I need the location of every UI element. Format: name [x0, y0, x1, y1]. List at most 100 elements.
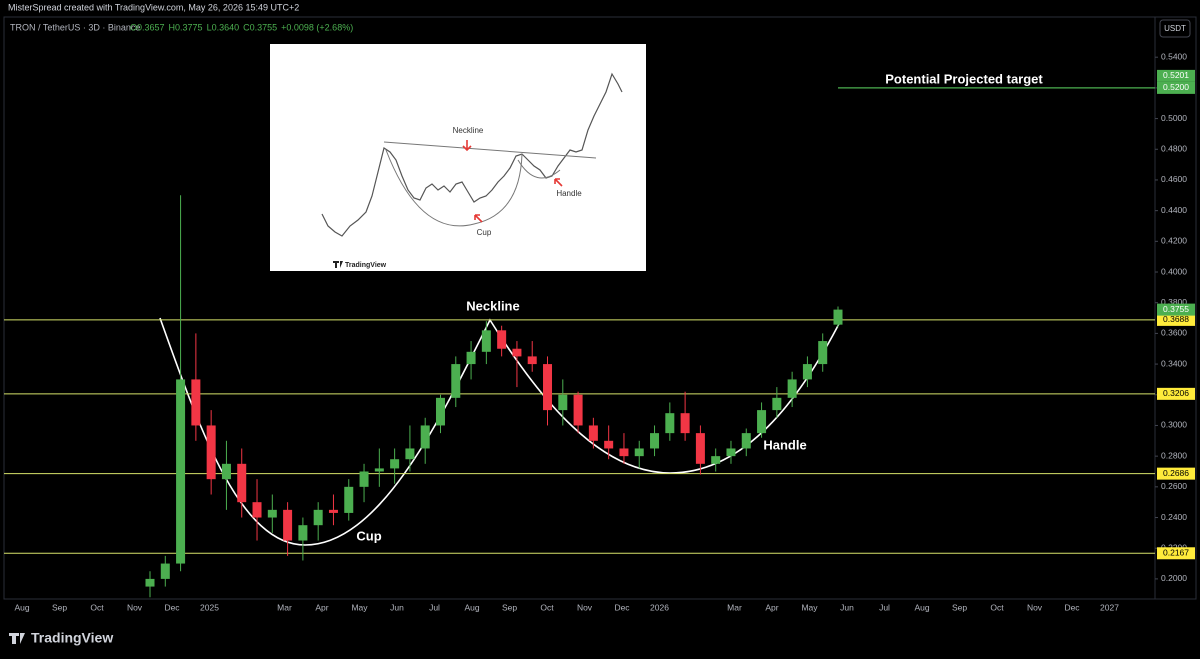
price-label: 0.5201: [1163, 70, 1189, 80]
candle-body: [374, 468, 384, 472]
y-tick-label: 0.5400: [1161, 51, 1187, 61]
y-tick-label: 0.2800: [1161, 450, 1187, 460]
price-label-box: [1157, 547, 1195, 560]
y-tick-label: 0.2600: [1161, 481, 1187, 491]
x-tick-label: Mar: [727, 602, 742, 612]
x-tick-label: Jul: [429, 602, 440, 612]
inset-handle: [517, 159, 561, 179]
price-label: 0.3755: [1163, 304, 1189, 314]
annotation: Handle: [763, 437, 806, 452]
inset-price: [321, 72, 623, 237]
candle-body: [328, 509, 338, 513]
currency-button[interactable]: [1159, 19, 1191, 38]
x-tick-label: Mar: [277, 602, 292, 612]
y-tick-label: 0.5000: [1161, 113, 1187, 123]
candle-body: [451, 364, 461, 398]
inset-label: Handle: [556, 189, 582, 198]
candle-body: [497, 330, 507, 349]
inset-logo-icon: [333, 261, 343, 268]
y-tick-label: 0.2400: [1161, 512, 1187, 522]
annotation: Potential Projected target: [885, 71, 1043, 86]
candle-body: [833, 309, 843, 325]
y-tick-label: 0.3400: [1161, 358, 1187, 368]
inset-logo: TradingView: [345, 262, 387, 269]
candle-body: [313, 509, 323, 526]
credit: MisterSpread created with TradingView.co…: [8, 2, 299, 12]
price-label-box: [1157, 81, 1195, 94]
candle-body: [160, 563, 170, 579]
candle-body: [252, 502, 262, 518]
candle-body: [283, 509, 293, 541]
candle-body: [757, 410, 767, 434]
inset-label: Cup: [477, 228, 492, 237]
candle-body: [344, 486, 354, 513]
price-label: 0.3688: [1163, 314, 1189, 324]
y-tick-label: 0.3800: [1161, 297, 1187, 307]
y-tick-label: 0.4800: [1161, 144, 1187, 154]
candle-body: [665, 413, 675, 434]
inset-example: Neckline Cup Handle TradingView: [270, 44, 646, 271]
x-tick-label: Oct: [90, 602, 104, 612]
price-label-box: [1157, 467, 1195, 480]
x-tick-label: Apr: [765, 602, 778, 612]
y-tick-label: 0.3000: [1161, 420, 1187, 430]
candle-body: [435, 397, 445, 426]
candle-body: [267, 509, 277, 518]
x-tick-label: Nov: [127, 602, 143, 612]
x-tick-label: Nov: [1027, 602, 1043, 612]
y-tick-label: 0.2000: [1161, 573, 1187, 583]
currency[interactable]: USDT: [1164, 24, 1186, 33]
ohlc-value: O0.3657: [130, 22, 165, 32]
candle-body: [680, 413, 690, 434]
x-tick-label: Dec: [164, 602, 180, 612]
y-tick-label: 0.3600: [1161, 328, 1187, 338]
candle-body: [558, 394, 568, 411]
candle-body: [787, 379, 797, 398]
y-tick-label: 0.4600: [1161, 174, 1187, 184]
candle-body: [604, 440, 614, 449]
price-label-box: [1157, 313, 1195, 326]
logo: TradingView: [31, 630, 113, 646]
candle-body: [802, 364, 812, 380]
inset-arrow: [554, 178, 563, 187]
inset-neckline: [383, 141, 597, 159]
candle-body: [298, 525, 308, 541]
candle-body: [466, 351, 476, 365]
candle-body: [176, 379, 186, 564]
candle-body: [634, 448, 644, 457]
candle-body: [237, 463, 247, 503]
inset-label: Neckline: [453, 126, 484, 135]
ohlc-legend: O0.3657 H0.3775 L0.3640 C0.3755 +0.0098 (+2.…: [130, 22, 353, 32]
candle-body: [481, 330, 491, 352]
x-tick-label: May: [801, 602, 818, 612]
x-tick-label: 2026: [650, 602, 669, 612]
annotation: Neckline: [466, 298, 519, 313]
candle-body: [512, 348, 522, 357]
x-tick-label: Oct: [540, 602, 554, 612]
candle-body: [588, 425, 598, 441]
price-label: 0.3206: [1163, 388, 1189, 398]
ohlc-value: L0.3640: [207, 22, 240, 32]
candle-body: [772, 397, 782, 411]
candle-body: [573, 394, 583, 426]
inset-arrow: [474, 214, 483, 223]
x-tick-label: Dec: [1064, 602, 1080, 612]
candle-body: [741, 433, 751, 449]
x-tick-label: Sep: [952, 602, 967, 612]
annotation: Cup: [356, 528, 381, 543]
candle-body: [405, 448, 415, 460]
candle-body: [527, 356, 537, 365]
price-label: 0.2686: [1163, 468, 1189, 478]
y-tick-label: 0.4400: [1161, 205, 1187, 215]
x-tick-label: 2027: [1100, 602, 1119, 612]
candle-body: [359, 471, 369, 487]
x-tick-label: Jul: [879, 602, 890, 612]
candle-body: [145, 578, 155, 587]
plot: 0.20000.22000.24000.26000.28000.30000.32…: [4, 51, 1195, 612]
x-tick-label: Sep: [502, 602, 517, 612]
candle-body: [221, 463, 231, 480]
x-tick-label: Nov: [577, 602, 593, 612]
x-tick-label: Jun: [840, 602, 854, 612]
